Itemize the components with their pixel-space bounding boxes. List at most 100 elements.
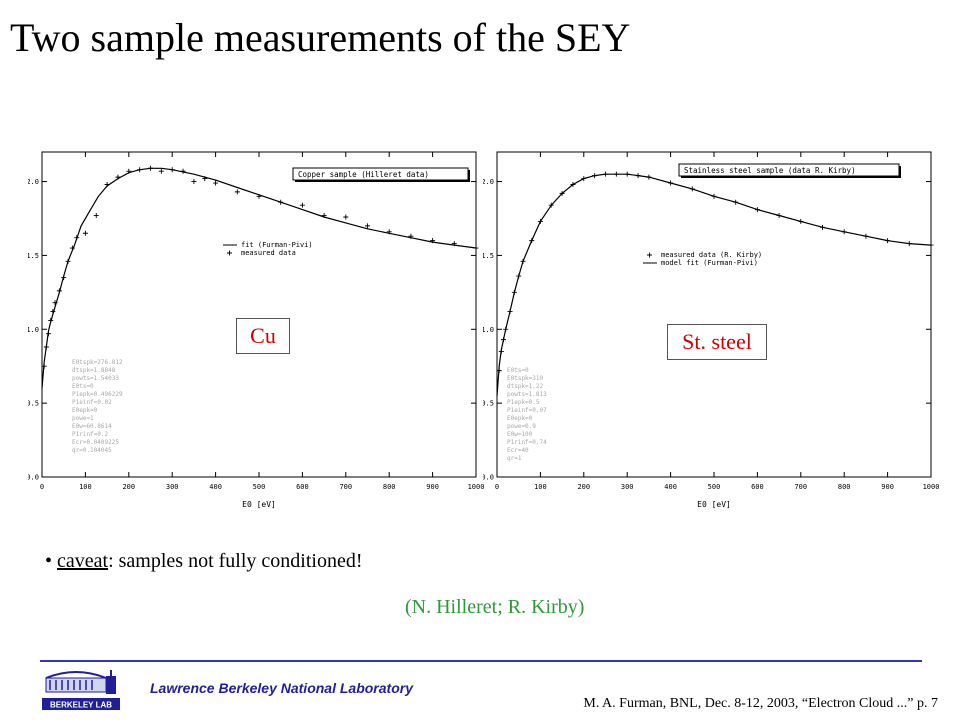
x-tick-label: 100 — [79, 483, 92, 491]
data-point — [52, 300, 58, 306]
data-point — [548, 202, 554, 208]
data-point — [48, 317, 54, 323]
data-point — [473, 245, 479, 251]
chart-title: Stainless steel sample (data R. Kirby) — [684, 166, 856, 175]
data-point — [278, 199, 284, 205]
legend-plus-swatch — [227, 250, 232, 256]
x-axis-label: E0 [eV] — [697, 500, 731, 509]
data-point — [50, 309, 56, 315]
fit-parameter: E0tspk=276.812 — [72, 359, 123, 366]
data-point — [65, 258, 71, 264]
data-point — [299, 202, 305, 208]
chart-copper-sey: 0 100 200 300 400 500 600 700 800 900 1000 0.0 0.5 1.… — [28, 150, 498, 515]
data-point — [581, 176, 587, 182]
y-tick-label: 0.0 — [28, 474, 39, 482]
fit-parameter: P1epk=0.496229 — [72, 391, 123, 398]
data-point — [213, 180, 219, 186]
fit-parameter: qr=0.104045 — [72, 447, 112, 454]
fit-parameter: powts=1.813 — [507, 391, 547, 398]
fit-parameter: P1rinf=0.74 — [507, 439, 547, 446]
data-point — [61, 275, 67, 281]
caveat-text: : samples not fully conditioned! — [108, 550, 363, 572]
data-point — [104, 182, 110, 187]
logo-text: BERKELEY LAB — [50, 701, 112, 710]
callout-st-steel: St. steel — [667, 324, 767, 360]
citation: M. A. Furman, BNL, Dec. 8-12, 2003, “Ele… — [583, 696, 938, 711]
data-point — [501, 337, 507, 343]
x-tick-label: 700 — [339, 483, 352, 491]
x-tick-label: 400 — [209, 483, 222, 491]
y-tick-label: 1.0 — [28, 326, 39, 334]
data-point — [82, 230, 88, 236]
x-axis-label: E0 [eV] — [242, 500, 276, 509]
data-point — [570, 182, 576, 187]
fit-parameter: E0tspk=310 — [507, 375, 544, 382]
data-point — [841, 229, 847, 235]
y-tick-label: 2.0 — [28, 178, 39, 186]
data-point — [559, 190, 565, 196]
chart-copper-svg: 0 100 200 300 400 500 600 700 800 900 1000 0.0 0.5 1.… — [28, 151, 484, 509]
data-point — [115, 174, 121, 180]
data-point — [69, 245, 75, 251]
fit-parameter: powe=1 — [72, 415, 94, 422]
fit-parameter: powts=1.54033 — [72, 375, 119, 382]
data-point — [41, 363, 47, 369]
data-point — [343, 214, 349, 220]
data-point — [646, 174, 652, 180]
data-point — [754, 207, 760, 213]
fit-parameter: P1einf=0.07 — [507, 407, 547, 414]
data-point — [668, 180, 674, 186]
data-point — [603, 171, 608, 177]
data-point — [820, 224, 825, 230]
fit-parameter: Ecr=0.0409225 — [72, 439, 119, 446]
x-tick-label: 300 — [166, 483, 179, 491]
fit-parameter: E0ts=0 — [72, 383, 94, 390]
x-tick-label: 200 — [577, 483, 590, 491]
data-point — [928, 242, 934, 248]
y-tick-label: 1.0 — [483, 326, 494, 334]
data-point — [529, 238, 535, 244]
x-tick-label: 0 — [40, 483, 44, 491]
y-tick-label: 0.5 — [28, 400, 39, 408]
y-tick-label: 2.0 — [483, 178, 494, 186]
fit-parameter: P1rinf=0.2 — [72, 431, 109, 438]
fit-parameter: E0epk=0 — [72, 407, 98, 414]
data-point — [451, 241, 457, 247]
data-point — [191, 179, 197, 185]
x-tick-label: 600 — [751, 483, 764, 491]
data-point — [503, 326, 509, 332]
legend-entry: model fit (Furman-Pivi) — [661, 259, 758, 267]
data-point — [520, 258, 526, 264]
data-point — [624, 171, 630, 177]
data-point — [613, 171, 619, 177]
data-point — [74, 235, 80, 241]
fit-parameter: qr=1 — [507, 455, 522, 462]
y-tick-label: 0.5 — [483, 400, 494, 408]
x-tick-label: 700 — [794, 483, 807, 491]
fit-parameter: P1einf=0.02 — [72, 399, 112, 406]
plot-frame — [496, 151, 932, 478]
data-point — [43, 344, 49, 350]
data-point — [507, 309, 513, 315]
legend-entry: fit (Furman-Pivi) — [241, 241, 313, 249]
legend-plus-swatch — [647, 252, 652, 258]
title-box — [292, 167, 469, 181]
bullet-glyph: • — [45, 550, 58, 572]
data-point — [430, 238, 436, 244]
x-tick-label: 800 — [838, 483, 851, 491]
footer-divider — [40, 660, 922, 662]
lab-name: Lawrence Berkeley National Laboratory — [150, 680, 413, 696]
data-point — [863, 233, 869, 239]
data-credits: (N. Hilleret; R. Kirby) — [405, 596, 585, 618]
y-tick-label: 1.5 — [483, 252, 494, 260]
caveat-word: caveat — [57, 550, 109, 572]
data-point — [511, 289, 517, 295]
fit-parameter: dtspk=1.22 — [507, 383, 544, 390]
y-tick-label: 1.5 — [28, 252, 39, 260]
data-point — [234, 189, 240, 195]
fit-parameter: P1epk=0.5 — [507, 399, 540, 406]
data-point — [169, 167, 175, 173]
data-point — [885, 238, 891, 244]
chart-steel-svg: 0 100 200 300 400 500 600 700 800 900 1000 0.0 0.5 1.… — [483, 151, 939, 509]
fit-parameter: E0ts=0 — [507, 367, 529, 374]
